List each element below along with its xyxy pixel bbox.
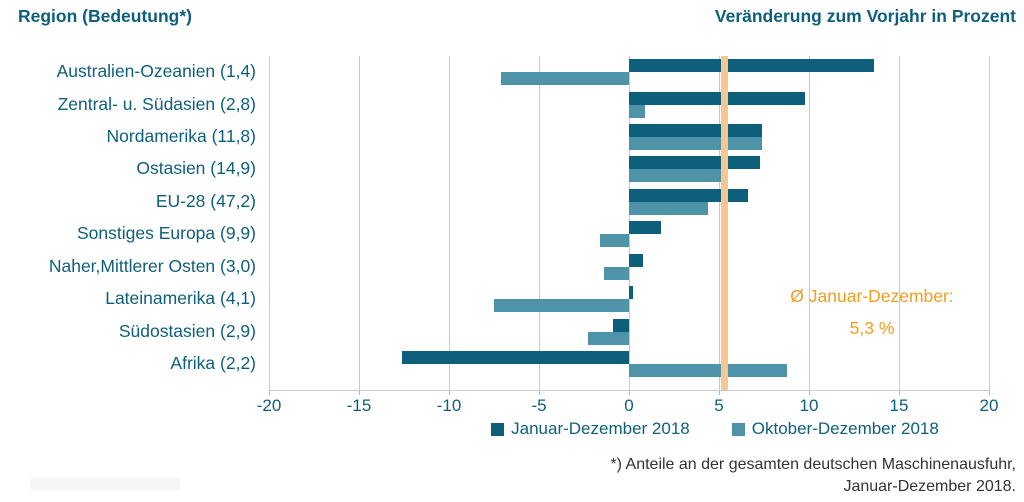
gridline: [268, 56, 270, 390]
legend: Januar-Dezember 2018 Oktober-Dezember 20…: [430, 419, 1000, 439]
bar: [629, 286, 633, 300]
category-label: Südostasien (2,9): [118, 320, 256, 341]
footnote-line2: Januar-Dezember 2018.: [843, 478, 1016, 495]
average-annotation: Ø Januar-Dezember: 5,3 %: [752, 286, 992, 339]
bar: [501, 72, 629, 86]
footnote-line1: *) Anteile an der gesamten deutschen Mas…: [610, 456, 1016, 473]
category-label: Zentral- u. Südasien (2,8): [57, 93, 256, 114]
bar: [629, 59, 874, 73]
x-tick-label: 0: [624, 396, 634, 415]
average-annotation-label: Ø Januar-Dezember:: [790, 286, 954, 306]
average-annotation-value: 5,3 %: [849, 318, 895, 338]
gridline: [538, 56, 540, 390]
bar: [587, 331, 629, 345]
category-label: Ostasien (14,9): [136, 158, 256, 179]
category-label: Lateinamerika (4,1): [105, 288, 256, 309]
watermark-smudge: [30, 478, 180, 490]
gridline: [448, 56, 450, 390]
category-label: Nordamerika (11,8): [106, 126, 256, 147]
x-tick-label: 10: [799, 396, 819, 415]
axis-tick: [898, 390, 900, 395]
axis-tick: [808, 390, 810, 395]
bar: [629, 137, 763, 151]
x-tick-label: -15: [346, 396, 372, 415]
bar: [612, 318, 629, 332]
bar: [402, 351, 629, 365]
bar: [629, 124, 763, 138]
category-label: Afrika (2,2): [170, 353, 256, 374]
x-tick-label: -10: [436, 396, 462, 415]
bar: [629, 364, 788, 378]
axis-tick: [718, 390, 720, 395]
legend-label-januar-dezember: Januar-Dezember 2018: [511, 419, 690, 438]
legend-label-oktober-dezember: Oktober-Dezember 2018: [751, 419, 939, 438]
x-tick-label: 20: [979, 396, 999, 415]
bar: [629, 221, 662, 235]
category-label: Naher,Mittlerer Osten (3,0): [48, 255, 256, 276]
x-tick-label: 5: [714, 396, 724, 415]
legend-item-januar-dezember: Januar-Dezember 2018: [491, 419, 690, 439]
legend-swatch-januar-dezember: [491, 422, 505, 436]
right-axis-title: Veränderung zum Vorjahr in Prozent: [714, 6, 1016, 26]
x-tick-label: 15: [889, 396, 909, 415]
x-tick-label: -5: [531, 396, 547, 415]
gridline: [358, 56, 360, 390]
bar: [629, 188, 748, 202]
bar: [629, 253, 644, 267]
bar: [629, 156, 761, 170]
axis-tick: [628, 390, 630, 395]
axis-tick: [988, 390, 990, 395]
gridline: [898, 56, 900, 390]
legend-item-oktober-dezember: Oktober-Dezember 2018: [731, 419, 939, 439]
bar: [494, 299, 629, 313]
category-label: Australien-Ozeanien (1,4): [56, 61, 256, 82]
gridline: [988, 56, 990, 390]
bar: [629, 91, 806, 105]
legend-swatch-oktober-dezember: [731, 422, 745, 436]
bar: [629, 104, 646, 118]
axis-tick: [448, 390, 450, 395]
category-label: EU-28 (47,2): [155, 190, 256, 211]
x-axis-line: [269, 390, 990, 391]
bar: [629, 201, 709, 215]
average-reference-line: [720, 56, 728, 390]
axis-tick: [358, 390, 360, 395]
axis-tick: [268, 390, 270, 395]
gridline: [808, 56, 810, 390]
footnote: *) Anteile an der gesamten deutschen Mas…: [610, 454, 1016, 498]
category-label: Sonstiges Europa (9,9): [77, 223, 256, 244]
gridline: [718, 56, 720, 390]
bar: [629, 169, 723, 183]
bar: [603, 266, 629, 280]
bar: [600, 234, 629, 248]
axis-tick: [538, 390, 540, 395]
x-tick-label: -20: [256, 396, 282, 415]
left-axis-title: Region (Bedeutung*): [18, 6, 193, 26]
